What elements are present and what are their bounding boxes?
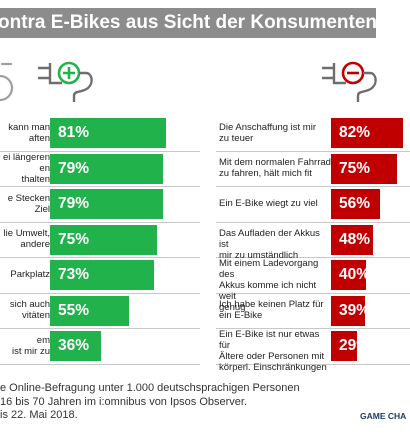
ebike-plug-minus-icon [322,61,377,102]
bicycle-wheel-icon [0,62,14,102]
contra-value-label: 56% [339,195,371,212]
pro-bar: 79% [50,189,163,219]
row-divider [216,186,410,187]
contra-bar: 39% [331,295,370,326]
pro-category-label: ei längeren en thalten [2,151,50,185]
pro-value-label: 73% [58,266,90,283]
row-divider [0,363,200,365]
contra-value-label: 39% [339,301,371,319]
pro-bar: 36% [50,331,101,361]
row-divider [0,150,200,152]
contra-value-label: 40% [339,266,371,283]
chart-title: ontra E-Bikes aus Sicht der Konsumenten [0,12,378,33]
row-divider [216,328,410,329]
row-divider [216,257,410,258]
row-divider [216,150,410,152]
ebike-plug-plus-icon [38,61,93,102]
contra-category-label: Mit dem normalen Fahrrad zu fahren, hält… [219,157,331,180]
pro-value-label: 79% [58,159,90,177]
contra-value-label: 29% [339,337,371,354]
pro-category-label: em ist mir zu [12,334,50,357]
contra-category-label: Ein E-Bike wiegt zu viel [219,198,318,210]
pro-bar: 73% [50,260,154,290]
contra-bar: 56% [331,189,380,219]
brand-logo-text: GAME CHA [360,411,407,421]
contra-value-label: 75% [339,159,371,177]
pro-value-label: 79% [58,195,90,212]
pro-bar: 79% [50,153,163,184]
pro-value-label: 75% [58,230,90,248]
pro-category-label: e Stecken Ziel [7,192,50,215]
pro-bar: 75% [50,224,157,255]
pro-bar: 55% [50,295,129,326]
contra-value-label: 82% [339,124,371,141]
row-divider [216,221,410,223]
row-divider [0,328,200,329]
contra-category-label: Mit einem Ladevorgang des Akkus komme ic… [219,258,319,314]
contra-bar: 48% [331,224,373,255]
contra-category-label: Ich habe keinen Platz für ein E-Bike [219,299,324,322]
footnote: e Online-Befragung unter 1.000 deutschsp… [0,382,300,421]
pro-category-label: lie Umwelt, andere [3,228,50,251]
pro-category-label: Parkplatz [10,269,50,281]
row-divider [216,363,410,365]
row-divider [0,186,200,187]
pro-category-label: sich auch vitäten [9,299,50,322]
contra-category-label: Ein E-Bike ist nur etwas für Ältere oder… [219,329,327,374]
pro-value-label: 55% [58,301,90,319]
row-divider [0,221,200,223]
pro-bar: 81% [50,118,166,148]
contra-bar: 40% [331,260,370,290]
title-bar: ontra E-Bikes aus Sicht der Konsumenten [0,8,378,38]
row-divider [216,292,410,294]
pro-value-label: 81% [58,124,90,141]
contra-category-label: Das Aufladen der Akkus ist mir zu umstän… [219,228,320,262]
contra-bar: 75% [331,153,397,184]
pro-value-label: 36% [58,337,90,354]
contra-bar: 29% [331,331,370,361]
row-divider [0,257,200,258]
contra-value-label: 48% [339,230,371,248]
contra-category-label: Die Anschaffung ist mir zu teuer [219,121,316,144]
row-divider [0,292,200,294]
pro-category-label: kann man aften [8,121,50,144]
contra-bar: 82% [331,118,403,148]
